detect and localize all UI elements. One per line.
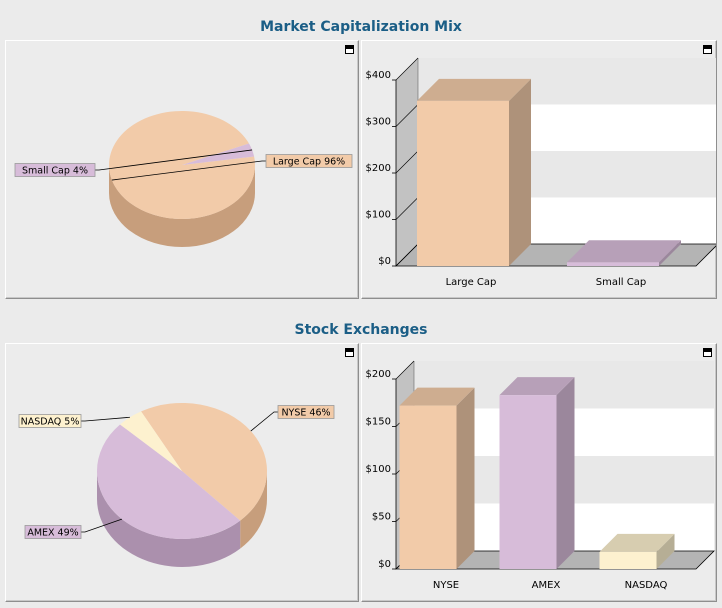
y-tick-label: $100 [366,464,391,475]
bar-nyse [399,387,475,569]
bar-nasdaq-front [599,551,657,569]
pie-slice-nyse [141,402,268,521]
stock-exchanges-pie-panel: NYSE 46% AMEX 49% NASDAQ 5% [5,343,359,602]
y-tick-label: $300 [366,117,391,128]
grid-diagonal [395,104,419,127]
y-tick-label: $200 [366,369,391,380]
maximize-icon[interactable] [345,348,354,357]
grid-diagonal [395,150,419,174]
bar-nyse-side [456,387,475,569]
grid-diagonal [395,360,415,380]
pie-slice-nasdaq [120,411,182,471]
section-title-market-cap: Market Capitalization Mix [260,19,462,35]
pie-leader-large-cap [111,160,266,181]
bar-nasdaq-top [599,533,675,552]
maximize-icon[interactable] [703,348,712,357]
pie-label-amex: AMEX 49% [27,528,78,539]
pie-slice-large-cap [108,110,256,219]
pie-leader-nasdaq [81,416,130,422]
y-tick-label: $200 [366,163,391,174]
pie-label-nyse: NYSE 46% [281,408,330,419]
bar-amex-side [556,377,575,569]
bar-large-cap-side [509,78,531,266]
pie-label-large-cap: Large Cap 96% [273,157,345,168]
x-tick-label-nasdaq: NASDAQ [625,580,668,591]
bar-small-cap-front [567,262,659,266]
pie-side-amex [97,471,241,567]
bar-amex [499,377,575,569]
pie-label-small-cap: Small Cap 4% [22,166,88,177]
market-cap-pie-panel: Large Cap 96% Small Cap 4% [5,40,359,299]
maximize-icon[interactable] [345,45,354,54]
pie-side-nyse [240,471,267,549]
maximize-icon[interactable] [703,45,712,54]
x-tick-label-amex: AMEX [532,580,561,591]
y-tick-label: $0 [378,559,391,570]
x-tick-label-large-cap: Large Cap [446,277,497,288]
grid-diagonal [395,243,419,267]
x-tick-label-nyse: NYSE [433,580,459,591]
bar-nasdaq-side [656,533,675,569]
grid-diagonal [395,197,419,220]
stock-exchanges-bar-chart: $0 $50 $100 $150 $200 NYSE AMEX NASDAQ [366,360,715,591]
pie-label-box-nasdaq [18,414,82,428]
bar-nyse-top [399,387,475,406]
bar-small-cap [567,240,681,266]
bar-small-cap-top [567,240,681,263]
stock-exchanges-pie-chart: NYSE 46% AMEX 49% NASDAQ 5% [18,402,335,567]
pie-label-nasdaq: NASDAQ 5% [21,417,80,428]
pie-slice-amex [96,424,241,540]
bar-nyse-front [399,405,457,569]
pie-label-box-large-cap [265,154,353,168]
pie-leader-amex [81,518,123,533]
bar-large-cap-top [417,78,531,101]
pie-label-box-amex [24,525,82,539]
bar-large-cap-front [417,100,509,266]
bar-small-cap-side [659,240,681,266]
bar-nasdaq [599,533,675,569]
pie-label-box-small-cap [14,163,96,177]
y-tick-label: $50 [372,512,391,523]
y-tick-label: $0 [378,256,391,267]
grid-diagonal [395,57,419,81]
x-tick-label-small-cap: Small Cap [596,277,646,288]
stock-exchanges-bar-panel: $0 $50 $100 $150 $200 NYSE AMEX NASDAQ [361,343,717,602]
y-tick-label: $400 [366,70,391,81]
pie-label-box-nyse [277,405,335,419]
pie-leader-small-cap [95,149,253,171]
section-title-stock-exchanges: Stock Exchanges [294,322,428,338]
y-tick-label: $150 [366,417,391,428]
market-cap-pie-chart: Large Cap 96% Small Cap 4% [14,110,353,247]
bar-large-cap [417,78,531,266]
market-cap-bar-chart: $0 $100 $200 $300 $400 Large Cap Small Cap [366,57,716,288]
pie-leader-nyse [250,411,278,432]
y-tick-label: $100 [366,210,391,221]
bar-amex-top [499,377,575,396]
market-cap-bar-panel: $0 $100 $200 $300 $400 Large Cap Small Cap [361,40,717,299]
pie-side-large-cap [109,165,255,247]
bar-amex-front [499,395,557,569]
